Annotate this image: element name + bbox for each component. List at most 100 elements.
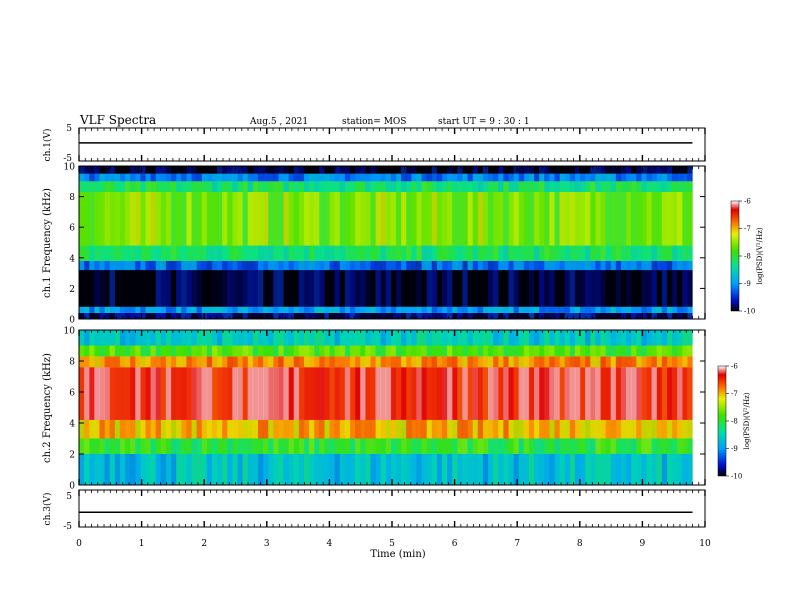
spectrogram-cell: [431, 367, 438, 420]
spectrogram-cell: [104, 270, 110, 307]
spectrogram-cell: [672, 454, 678, 485]
spectrogram-cell: [247, 166, 254, 174]
spectrogram-cell: [380, 166, 387, 174]
spectrogram-cell: [293, 173, 300, 182]
spectrogram-cell: [84, 166, 90, 174]
spectrogram-cell: [196, 181, 202, 193]
spectrogram-cell: [298, 330, 305, 346]
spectrogram-cell: [309, 166, 315, 174]
spectrogram-cell: [631, 312, 637, 319]
spectrogram-cell: [181, 306, 187, 313]
spectrogram-cell: [125, 192, 131, 246]
spectrogram-cell: [257, 192, 264, 246]
spectrogram-cell: [278, 438, 284, 454]
spectrogram-cell: [201, 245, 208, 261]
spectrogram-cell: [462, 367, 468, 420]
spectrogram-cell: [268, 312, 274, 319]
spectrogram-cell: [176, 245, 182, 261]
spectrogram-cell: [533, 173, 540, 182]
spectrogram-cell: [114, 166, 121, 174]
spectrogram-cell: [186, 454, 192, 485]
spectrogram-cell: [298, 181, 305, 193]
spectrogram-cell: [196, 330, 202, 346]
spectrogram-cell: [298, 345, 305, 357]
spectrogram-cell: [539, 166, 545, 174]
spectrogram-cell: [487, 367, 494, 420]
spectrogram-cell: [114, 419, 121, 439]
spectrogram-cell: [682, 356, 688, 368]
spectrogram-cell: [518, 419, 525, 439]
spectrogram-cell: [130, 330, 136, 346]
spectrogram-cell: [344, 356, 351, 368]
spectrogram-cell: [462, 345, 468, 357]
spectrogram-cell: [549, 454, 555, 485]
spectrogram-cell: [401, 245, 407, 261]
spectrogram-cell: [227, 245, 233, 261]
spectrogram-cell: [125, 356, 131, 368]
spectrogram-cell: [416, 438, 422, 454]
spectrogram-cell: [222, 438, 228, 454]
spectrogram-cell: [201, 438, 208, 454]
spectrogram-cell: [211, 306, 218, 313]
spectrogram-cell: [523, 260, 530, 271]
spectrogram-cell: [656, 173, 663, 182]
spectrogram-cell: [447, 312, 453, 319]
spectrogram-cell: [104, 173, 110, 182]
spectrogram-cell: [303, 345, 310, 357]
spectrogram-cell: [508, 345, 514, 357]
spectrogram-cell: [104, 192, 110, 246]
spectrogram-cell: [293, 367, 300, 420]
spectrogram-cell: [610, 173, 617, 182]
spectrogram-cell: [145, 419, 151, 439]
spectrogram-cell: [477, 166, 484, 174]
spectrogram-cell: [631, 270, 637, 307]
spectrogram-cell: [171, 306, 177, 313]
spectrogram-cell: [273, 438, 279, 454]
spectrogram-cell: [206, 270, 213, 307]
spectrogram-cell: [303, 245, 310, 261]
spectrogram-cell: [135, 306, 141, 313]
spectrogram-cell: [559, 173, 565, 182]
spectrogram-cell: [585, 260, 591, 271]
spectrogram-cell: [395, 260, 402, 271]
spectrogram-cell: [324, 166, 330, 174]
spectrogram-cell: [656, 260, 663, 271]
spectrogram-cell: [94, 192, 100, 246]
spectrogram-cell: [441, 419, 448, 439]
spectrogram-cell: [467, 270, 473, 307]
spectrogram-cell: [462, 260, 468, 271]
spectrogram-cell: [574, 312, 581, 319]
spectrogram-cell: [309, 181, 315, 193]
spectrogram-cell: [385, 419, 392, 439]
spectrogram-cell: [626, 367, 632, 420]
spectrogram-cell: [222, 181, 228, 193]
spectrogram-cell: [232, 173, 238, 182]
spectrogram-cell: [104, 419, 110, 439]
spectrogram-cell: [533, 454, 540, 485]
spectrogram-cell: [472, 419, 479, 439]
spectrogram-cell: [487, 173, 494, 182]
spectrogram-cell: [590, 454, 596, 485]
spectrogram-cell: [257, 438, 264, 454]
spectrogram-cell: [416, 260, 422, 271]
spectrogram-cell: [283, 312, 289, 319]
spectrogram-cell: [590, 306, 596, 313]
spectrogram-cell: [600, 245, 606, 261]
spectrogram-cell: [416, 181, 422, 193]
spectrogram-cell: [303, 454, 310, 485]
spectrogram-cell: [314, 173, 320, 182]
spectrogram-cell: [293, 312, 300, 319]
spectrogram-cell: [237, 192, 243, 246]
spectrogram-cell: [344, 166, 351, 174]
spectrogram-cell: [252, 173, 259, 182]
colorbar-tick-label: -10: [744, 308, 755, 316]
spectrogram-cell: [462, 181, 468, 193]
spectrogram-cell: [176, 192, 182, 246]
spectrogram-cell: [125, 419, 131, 439]
spectrogram-cell: [155, 345, 162, 357]
spectrogram-cell: [165, 260, 172, 271]
spectrogram-cell: [293, 345, 300, 357]
spectrogram-cell: [222, 270, 228, 307]
spectrogram-cell: [682, 245, 688, 261]
spectrogram-cell: [626, 345, 632, 357]
